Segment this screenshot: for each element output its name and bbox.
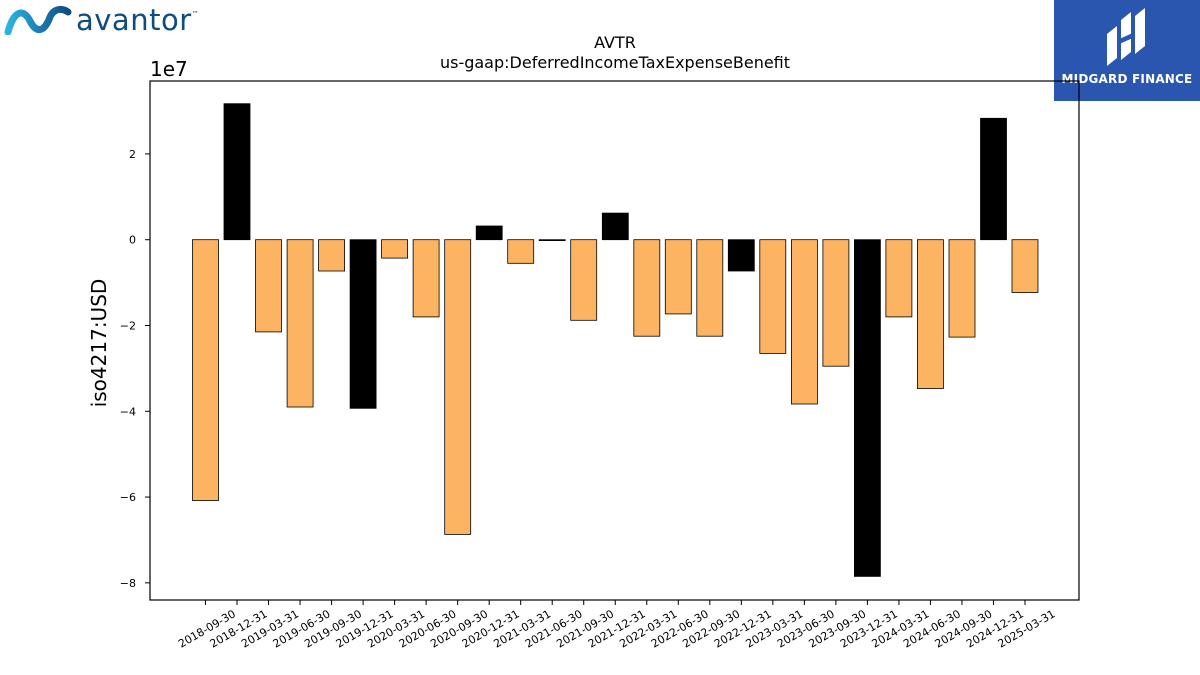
bar-2020-03-31 (381, 239, 409, 259)
bar-2022-06-30 (664, 239, 692, 315)
bar-2019-12-31 (349, 239, 377, 409)
midgard-finance-text: MIDGARD FINANCE (1061, 72, 1193, 86)
bar-2024-09-30 (948, 239, 976, 338)
y-axis-label: iso4217:USD (87, 279, 111, 408)
bar-2020-09-30 (444, 239, 472, 535)
bar-2021-12-31 (601, 212, 629, 241)
bar-2019-09-30 (318, 239, 346, 272)
bar-2020-12-31 (475, 225, 503, 241)
avantor-swoosh-icon (4, 5, 72, 35)
avantor-text: avantor (76, 3, 192, 37)
bar-2024-12-31 (980, 117, 1007, 241)
midgard-emblem-icon (1107, 8, 1145, 66)
trademark-symbol: ™ (191, 10, 200, 18)
bar-2024-06-30 (917, 239, 944, 389)
bar-2023-12-31 (854, 239, 881, 577)
bar-2021-09-30 (570, 239, 598, 321)
midgard-logo: MIDGARD FINANCE (1054, 0, 1200, 101)
bar-2024-03-31 (885, 239, 913, 318)
bar-2018-12-31 (223, 103, 251, 241)
avantor-wordmark: avantor™ (76, 2, 199, 38)
bar-2019-06-30 (286, 239, 314, 408)
y-tick-label: −6 (120, 491, 136, 504)
bar-2022-09-30 (696, 239, 724, 337)
bar-2018-09-30 (192, 239, 219, 501)
y-tick-label: 2 (129, 148, 136, 161)
y-ticks-group: −8 −6 −4 −2 0 2 (120, 148, 150, 590)
avantor-logo: avantor™ (4, 2, 199, 38)
plot-frame (149, 80, 1080, 601)
x-ticks-group: 2018-09-302018-12-312019-03-312019-06-30… (176, 600, 1058, 651)
bar-2023-06-30 (791, 239, 818, 405)
bar-2021-06-30 (538, 239, 566, 241)
bars-group (192, 103, 1039, 577)
y-tick-label: −2 (120, 319, 136, 332)
y-tick-label: −8 (120, 577, 136, 590)
y-tick-label: −4 (120, 405, 136, 418)
y-tick-label: 0 (129, 234, 136, 247)
chart-title: AVTR (594, 33, 636, 52)
bar-2023-09-30 (822, 239, 850, 367)
bar-2022-12-31 (727, 239, 755, 272)
y-scale-note: 1e7 (150, 57, 188, 81)
bar-2021-03-31 (507, 239, 535, 264)
chart-subtitle: us-gaap:DeferredIncomeTaxExpenseBenefit (440, 53, 790, 72)
bar-2023-03-31 (759, 239, 787, 354)
bar-2025-03-31 (1011, 239, 1039, 293)
bar-2020-06-30 (412, 239, 440, 318)
bar-2019-03-31 (255, 239, 282, 333)
bar-2022-03-31 (633, 239, 661, 337)
